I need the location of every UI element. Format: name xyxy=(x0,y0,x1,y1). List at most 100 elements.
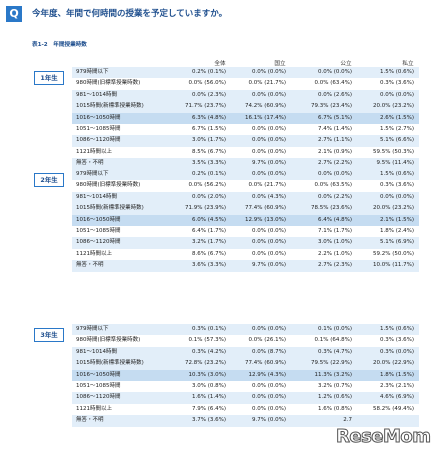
row-label: 981～1014時間 xyxy=(76,348,117,355)
cell-value: 0.0% (2.3%) xyxy=(192,91,226,98)
cell-value: 0.0% (0.0%) xyxy=(252,405,286,412)
row-label: 無答・不明 xyxy=(76,160,104,167)
cell-value: 74.2% (60.9%) xyxy=(245,103,286,110)
cell-value: 0.2% (0.1%) xyxy=(192,171,226,177)
cell-value: 79.5% (22.9%) xyxy=(311,360,352,367)
table-row: 981～1014時間 0.0% (2.3%) 0.0% (0.0%) 0.0% (2.… xyxy=(72,89,419,102)
table-row: 1051～1085時間 6.4% (1.7%) 0.0% (0.0%) 7.1% (1… xyxy=(72,226,419,238)
cell-value: 2.7% (2.3%) xyxy=(318,262,352,269)
cell-value: 59.2% (50.0%) xyxy=(373,250,414,257)
cell-value: 0.0% (2.0%) xyxy=(192,193,226,200)
table-row: 979時間以下 0.3% (0.1%) 0.0% (0.0%) 0.1% (0.0%)… xyxy=(72,324,419,336)
cell-value: 0.0% (0.0%) xyxy=(252,137,286,144)
grade-label: 2年生 xyxy=(34,173,64,187)
cell-value: 0.0% (0.0%) xyxy=(252,69,286,75)
table-row: 979時間以下 0.2% (0.1%) 0.0% (0.0%) 0.0% (0.0%)… xyxy=(72,169,419,181)
cell-value: 8.5% (6.7%) xyxy=(192,148,226,155)
table-row: 980時間(旧標準授業時数) 0.0% (56.0%) 0.0% (21.7%) 0.… xyxy=(72,78,419,90)
cell-value: 3.0% (1.7%) xyxy=(192,137,226,144)
cell-value: 2.3% (2.1%) xyxy=(380,383,414,389)
row-label: 1121時間以上 xyxy=(76,148,112,155)
cell-value: 0.0% (2.2%) xyxy=(318,193,352,200)
cell-value: 0.3% (3.6%) xyxy=(380,80,414,87)
cell-value: 0.1% (64.8%) xyxy=(314,337,353,344)
cell-value: 0.1% (57.3%) xyxy=(188,337,227,344)
cell-value: 0.0% (0.0%) xyxy=(380,91,414,98)
table-row: 1016～1050時間 6.0% (4.5%) 12.9% (13.0%) 6.4% … xyxy=(72,214,419,226)
row-label: 1051～1085時間 xyxy=(76,126,121,132)
cell-value: 2.7% (2.2%) xyxy=(318,160,352,167)
cell-value: 0.0% (0.0%) xyxy=(318,69,352,75)
cell-value: 3.5% (3.3%) xyxy=(192,160,226,167)
cell-value: 6.4% (1.7%) xyxy=(192,228,226,234)
cell-value: 0.0% (0.0%) xyxy=(252,383,286,389)
cell-value: 1.5% (0.6%) xyxy=(380,326,414,332)
cell-value: 71.9% (23.9%) xyxy=(185,205,226,212)
cell-value: 0.0% (56.2%) xyxy=(188,182,227,189)
cell-value: 1.5% (0.6%) xyxy=(380,69,414,75)
table-row: 1016～1050時間 6.3% (4.8%) 16.1% (17.4%) 6.7% … xyxy=(72,112,419,124)
cell-value: 3.0% (1.0%) xyxy=(318,239,352,246)
row-label: 1086～1120時間 xyxy=(76,239,121,246)
cell-value: 2.1% (1.5%) xyxy=(380,216,414,223)
cell-value: 12.9% (4.3%) xyxy=(248,371,287,378)
cell-value: 5.1% (6.6%) xyxy=(380,137,414,144)
cell-value: 0.1% (0.0%) xyxy=(318,326,352,332)
cell-value: 0.0% (0.0%) xyxy=(252,91,286,98)
cell-value: 0.0% (4.3%) xyxy=(252,193,286,200)
question-title: 今年度、年間で何時間の授業を予定していますか。 xyxy=(32,9,228,19)
row-label: 979時間以下 xyxy=(76,171,109,177)
table-row: 無答・不明 3.6% (3.3%) 9.7% (0.0%) 2.7% (2.3%) 10… xyxy=(72,260,419,272)
table-row: 無答・不明 3.5% (3.3%) 9.7% (0.0%) 2.7% (2.2%) 9.… xyxy=(72,158,419,170)
cell-value: 0.0% (0.0%) xyxy=(380,193,414,200)
cell-value: 6.7% (1.5%) xyxy=(192,126,226,132)
cell-value: 6.7% (5.1%) xyxy=(318,114,352,121)
row-label: 1086～1120時間 xyxy=(76,394,121,401)
cell-value: 5.1% (6.9%) xyxy=(380,239,414,246)
row-label: 1015時間(新標準授業時数) xyxy=(76,205,144,212)
cell-value: 0.0% (0.0%) xyxy=(252,239,286,246)
cell-value: 58.2% (49.4%) xyxy=(373,405,414,412)
grade-label: 3年生 xyxy=(34,328,64,342)
cell-value: 77.4% (60.9%) xyxy=(245,205,286,212)
cell-value: 1.6% (0.8%) xyxy=(318,405,352,412)
cell-value: 0.0% (63.5%) xyxy=(314,182,353,189)
cell-value: 3.6% (3.3%) xyxy=(192,262,226,269)
cell-value: 8.6% (6.7%) xyxy=(192,250,226,257)
row-label: 1016～1050時間 xyxy=(76,371,121,378)
table-row: 1016～1050時間 10.3% (3.0%) 12.9% (4.3%) 11.3%… xyxy=(72,369,419,381)
cell-value: 71.7% (23.7%) xyxy=(185,103,226,110)
table-row: 1121時間以上 8.5% (6.7%) 0.0% (0.0%) 2.1% (0.9%… xyxy=(72,146,419,159)
row-label: 無答・不明 xyxy=(76,417,104,424)
row-label: 1015時間(新標準授業時数) xyxy=(76,103,144,110)
cell-value: 16.1% (17.4%) xyxy=(245,114,286,121)
table-row: 1086～1120時間 1.6% (1.4%) 0.0% (0.0%) 1.2% (0… xyxy=(72,392,419,404)
table-row: 980時間(旧標準授業時数) 0.0% (56.2%) 0.0% (21.7%) 0.… xyxy=(72,180,419,192)
cell-value: 0.0% (0.0%) xyxy=(252,228,286,234)
row-label: 1051～1085時間 xyxy=(76,383,121,389)
cell-value: 9.5% (11.4%) xyxy=(376,160,415,167)
table-row: 981～1014時間 0.3% (4.2%) 0.0% (8.7%) 0.3% (4.… xyxy=(72,346,419,359)
cell-value: 2.1% (0.9%) xyxy=(318,148,352,155)
cell-value: 0.0% (63.4%) xyxy=(314,80,353,87)
cell-value: 2.6% (1.5%) xyxy=(380,114,414,121)
cell-value: 3.7% (3.6%) xyxy=(192,417,226,424)
table-row: 1051～1085時間 3.0% (0.8%) 0.0% (0.0%) 3.2% (0… xyxy=(72,381,419,393)
cell-value: 3.0% (0.8%) xyxy=(192,383,226,389)
cell-value: 0.3% (4.2%) xyxy=(192,348,226,355)
cell-value: 0.3% (0.0%) xyxy=(380,348,414,355)
table-row: 無答・不明 3.7% (3.6%) 9.7% (0.0%) 2.7 xyxy=(72,415,419,427)
table-row: 979時間以下 0.2% (0.1%) 0.0% (0.0%) 0.0% (0.0%)… xyxy=(72,67,419,79)
cell-value: 9.7% (0.0%) xyxy=(252,262,286,269)
table-row: 1015時間(新標準授業時数) 71.7% (23.7%) 74.2% (60.9%… xyxy=(72,101,419,113)
cell-value: 7.1% (1.7%) xyxy=(318,228,352,234)
table-title: 表1-2 年間授業時数 xyxy=(32,42,87,48)
cell-value: 0.0% (21.7%) xyxy=(248,80,287,87)
cell-value: 79.3% (23.4%) xyxy=(311,103,352,110)
column-header-national: 国立 xyxy=(274,61,286,67)
row-label: 1121時間以上 xyxy=(76,250,112,257)
cell-value: 10.0% (11.7%) xyxy=(373,262,414,269)
cell-value: 20.0% (23.2%) xyxy=(373,205,414,212)
table-row: 1086～1120時間 3.0% (1.7%) 0.0% (0.0%) 2.7% (1… xyxy=(72,135,419,147)
cell-value: 1.2% (0.6%) xyxy=(318,394,352,401)
